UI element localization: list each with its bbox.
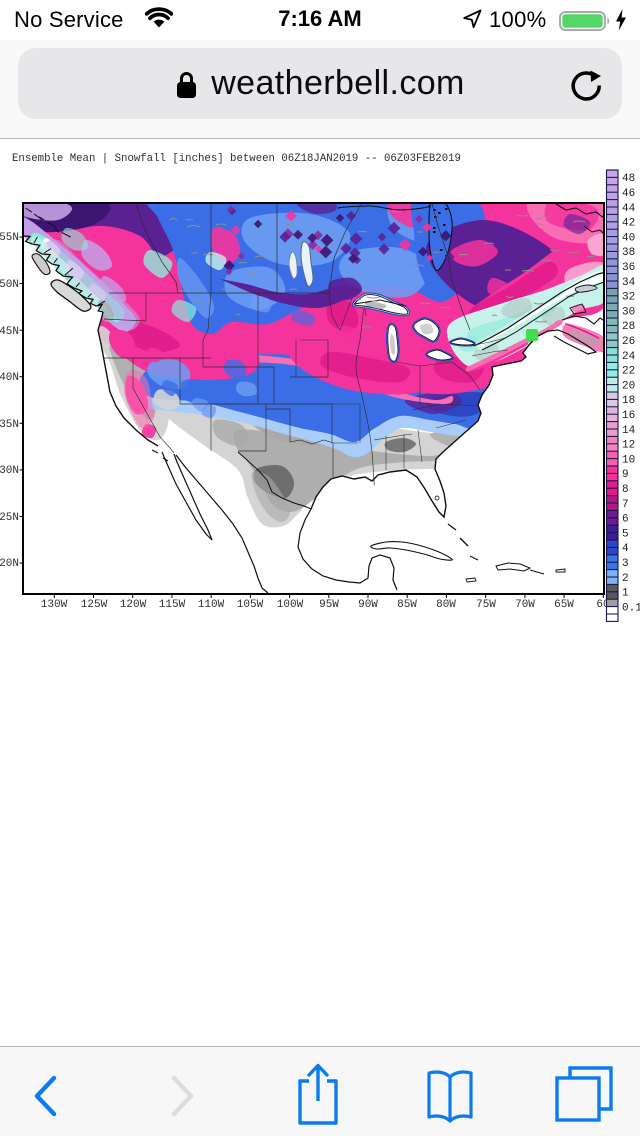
svg-text:125W: 125W [81, 599, 108, 611]
svg-text:48: 48 [622, 173, 635, 185]
svg-text:20: 20 [622, 380, 635, 392]
svg-text:45N: 45N [0, 326, 19, 338]
svg-text:14: 14 [622, 425, 636, 437]
svg-text:22: 22 [622, 366, 635, 378]
svg-text:30: 30 [622, 306, 635, 318]
svg-text:28: 28 [622, 321, 635, 333]
svg-text:85W: 85W [397, 599, 417, 611]
svg-text:4: 4 [622, 543, 629, 555]
svg-text:38: 38 [622, 247, 635, 259]
svg-text:8: 8 [622, 484, 629, 496]
svg-text:25N: 25N [0, 512, 19, 524]
svg-text:65W: 65W [554, 599, 574, 611]
svg-text:2: 2 [622, 573, 629, 585]
svg-text:40: 40 [622, 232, 635, 244]
svg-text:130W: 130W [41, 599, 68, 611]
svg-text:50N: 50N [0, 279, 19, 291]
svg-text:55N: 55N [0, 232, 19, 244]
svg-text:95W: 95W [319, 599, 339, 611]
svg-text:10: 10 [622, 454, 635, 466]
svg-text:18: 18 [622, 395, 635, 407]
svg-text:16: 16 [622, 410, 635, 422]
svg-text:75W: 75W [476, 599, 496, 611]
svg-text:100W: 100W [277, 599, 304, 611]
svg-text:30N: 30N [0, 465, 19, 477]
svg-text:120W: 120W [120, 599, 147, 611]
svg-text:26: 26 [622, 336, 635, 348]
svg-text:80W: 80W [436, 599, 456, 611]
svg-text:6: 6 [622, 514, 629, 526]
svg-text:20N: 20N [0, 558, 19, 570]
svg-text:12: 12 [622, 440, 635, 452]
svg-text:115W: 115W [159, 599, 186, 611]
svg-text:70W: 70W [515, 599, 535, 611]
svg-text:44: 44 [622, 203, 636, 215]
svg-text:1: 1 [622, 588, 629, 600]
svg-text:35N: 35N [0, 419, 19, 431]
svg-text:9: 9 [622, 469, 629, 481]
svg-text:90W: 90W [358, 599, 378, 611]
svg-text:46: 46 [622, 188, 635, 200]
svg-text:105W: 105W [237, 599, 264, 611]
svg-text:32: 32 [622, 292, 635, 304]
svg-text:40N: 40N [0, 372, 19, 384]
svg-text:3: 3 [622, 558, 629, 570]
svg-text:7: 7 [622, 499, 629, 511]
svg-text:34: 34 [622, 277, 636, 289]
svg-text:110W: 110W [198, 599, 225, 611]
svg-text:36: 36 [622, 262, 635, 274]
svg-text:24: 24 [622, 351, 636, 363]
svg-text:0.1: 0.1 [622, 602, 640, 614]
svg-text:5: 5 [622, 528, 629, 540]
svg-text:42: 42 [622, 218, 635, 230]
